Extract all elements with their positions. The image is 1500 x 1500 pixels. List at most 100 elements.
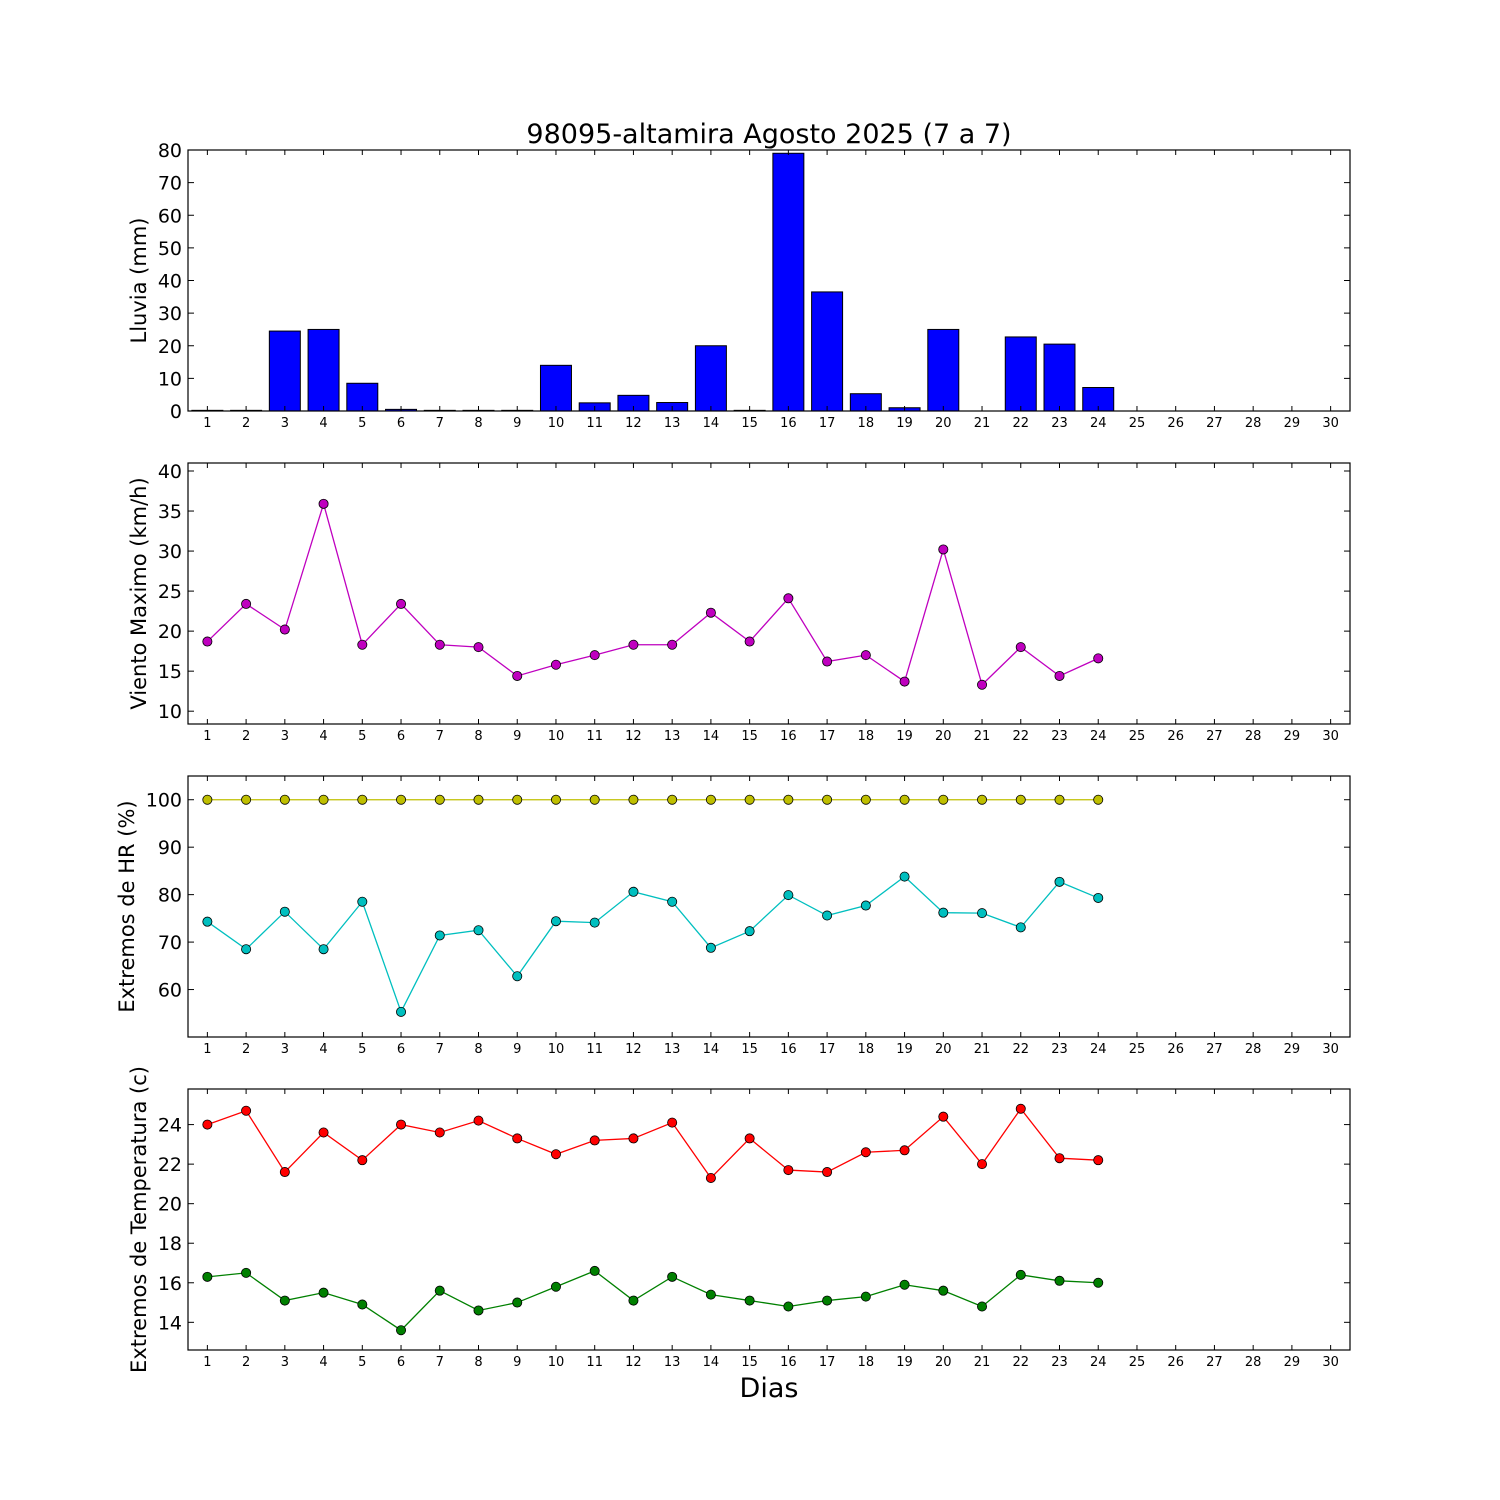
rain-xtick-label-14: 14 [703, 416, 720, 431]
temperature-series-1-point-day-17 [822, 1295, 833, 1306]
temperature-series-0-point-day-12 [628, 1133, 639, 1144]
rain-bar-day-14 [694, 345, 727, 412]
wind-series-0-point-day-5 [357, 639, 368, 650]
rain-xtick-label-26: 26 [1167, 416, 1184, 431]
temperature-series-1-point-day-5 [357, 1299, 368, 1310]
wind-series-0-point-day-24 [1093, 653, 1104, 664]
temperature-series-0-point-day-2 [241, 1105, 252, 1116]
humidity-series-1-point-day-15 [744, 926, 755, 937]
rain-xtick-label-6: 6 [397, 416, 405, 431]
humidity-xtick-label-17: 17 [819, 1042, 836, 1057]
rain-ytick-label-80: 80 [158, 140, 182, 162]
temperature-series-0-point-day-22 [1015, 1103, 1026, 1114]
rain-bar-day-22 [1004, 336, 1037, 412]
wind-xtick-label-5: 5 [358, 729, 366, 744]
rain-ytick-label-60: 60 [158, 205, 182, 227]
humidity-series-1-point-day-19 [899, 871, 910, 882]
wind-series-0-point-day-22 [1015, 642, 1026, 653]
humidity-xtick-label-9: 9 [513, 1042, 521, 1057]
temperature-series-0-point-day-7 [434, 1127, 445, 1138]
temperature-series-0-point-day-5 [357, 1155, 368, 1166]
rain-xtick-label-18: 18 [858, 416, 875, 431]
wind-panel: 1 2 3 4 5 6 7 8 9 10 11 12 13 14 15 16 17 18 19 20 21 22 23 24 2… [127, 461, 1351, 744]
temperature-xtick-label-25: 25 [1129, 1355, 1146, 1370]
humidity-series-0-point-day-17 [822, 794, 833, 805]
wind-xtick-label-8: 8 [474, 729, 482, 744]
wind-xtick-label-4: 4 [319, 729, 327, 744]
humidity-series-0-point-day-16 [783, 794, 794, 805]
humidity-xtick-label-1: 1 [203, 1042, 211, 1057]
wind-xtick-label-25: 25 [1129, 729, 1146, 744]
temperature-xtick-label-19: 19 [896, 1355, 913, 1370]
wind-ytick-label-30: 30 [158, 541, 182, 563]
humidity-xtick-label-13: 13 [664, 1042, 681, 1057]
humidity-series-1-point-day-21 [977, 908, 988, 919]
wind-xtick-label-10: 10 [548, 729, 565, 744]
humidity-series-1-point-day-24 [1093, 892, 1104, 903]
wind-xtick-label-9: 9 [513, 729, 521, 744]
wind-xtick-label-12: 12 [625, 729, 642, 744]
temperature-series-0-point-day-6 [396, 1119, 407, 1130]
temperature-ytick-label-16: 16 [158, 1273, 182, 1295]
wind-xtick-label-11: 11 [586, 729, 603, 744]
wind-series-0-point-day-21 [977, 679, 988, 690]
humidity-xtick-label-3: 3 [281, 1042, 289, 1057]
humidity-xtick-label-21: 21 [974, 1042, 991, 1057]
humidity-series-0-point-day-13 [667, 794, 678, 805]
humidity-series-0-point-day-14 [705, 794, 716, 805]
humidity-series-1-point-day-8 [473, 925, 484, 936]
rain-xtick-label-2: 2 [242, 416, 250, 431]
humidity-xtick-label-18: 18 [858, 1042, 875, 1057]
wind-series-0-point-day-9 [512, 670, 523, 681]
rain-ytick-label-20: 20 [158, 336, 182, 358]
wind-xtick-label-24: 24 [1090, 729, 1107, 744]
humidity-series-0-point-day-7 [434, 794, 445, 805]
humidity-series-0-point-day-2 [241, 794, 252, 805]
figure-title: 98095-altamira Agosto 2025 (7 a 7) [526, 119, 1011, 150]
wind-ytick-label-35: 35 [158, 501, 182, 523]
humidity-xtick-label-14: 14 [703, 1042, 720, 1057]
wind-xtick-label-23: 23 [1051, 729, 1068, 744]
humidity-series-0-point-day-3 [279, 794, 290, 805]
wind-ytick-label-25: 25 [158, 581, 182, 603]
temperature-series-1-line [207, 1270, 1099, 1332]
humidity-series-0-point-day-21 [977, 794, 988, 805]
temperature-series-0-point-day-16 [783, 1165, 794, 1176]
rain-xtick-label-13: 13 [664, 416, 681, 431]
wind-xtick-label-28: 28 [1245, 729, 1262, 744]
temperature-xtick-label-18: 18 [858, 1355, 875, 1370]
humidity-xtick-label-26: 26 [1167, 1042, 1184, 1057]
temperature-xtick-label-24: 24 [1090, 1355, 1107, 1370]
temperature-series-1-point-day-13 [667, 1271, 678, 1282]
rain-bar-day-10 [539, 364, 572, 412]
temperature-series-1-point-day-8 [473, 1305, 484, 1316]
temperature-series-1-point-day-23 [1054, 1275, 1065, 1286]
humidity-series-1-point-day-10 [550, 916, 561, 927]
wind-series-0-point-day-11 [589, 650, 600, 661]
humidity-series-1-point-day-6 [396, 1006, 407, 1017]
rain-bar-day-23 [1043, 343, 1076, 412]
humidity-series-1-point-day-2 [241, 944, 252, 955]
temperature-xtick-label-12: 12 [625, 1355, 642, 1370]
wind-series-0-point-day-16 [783, 593, 794, 604]
temperature-series-1-point-day-19 [899, 1279, 910, 1290]
temperature-series-0-point-day-17 [822, 1167, 833, 1178]
temperature-series-1-point-day-21 [977, 1301, 988, 1312]
humidity-xtick-label-4: 4 [319, 1042, 327, 1057]
temperature-series-1-point-day-12 [628, 1295, 639, 1306]
temperature-series-0-point-day-3 [279, 1167, 290, 1178]
humidity-xtick-label-12: 12 [625, 1042, 642, 1057]
temperature-series-1-point-day-7 [434, 1285, 445, 1296]
temperature-axes-frame [187, 1088, 1351, 1351]
temperature-series-1-point-day-2 [241, 1267, 252, 1278]
rain-ytick-label-0: 0 [170, 401, 182, 423]
temperature-series-1-point-day-20 [938, 1285, 949, 1296]
wind-xtick-label-17: 17 [819, 729, 836, 744]
humidity-series-1-point-day-23 [1054, 876, 1065, 887]
rain-bar-day-3 [268, 330, 301, 412]
rain-ytick-label-40: 40 [158, 271, 182, 293]
temperature-xtick-label-26: 26 [1167, 1355, 1184, 1370]
humidity-series-0-point-day-15 [744, 794, 755, 805]
